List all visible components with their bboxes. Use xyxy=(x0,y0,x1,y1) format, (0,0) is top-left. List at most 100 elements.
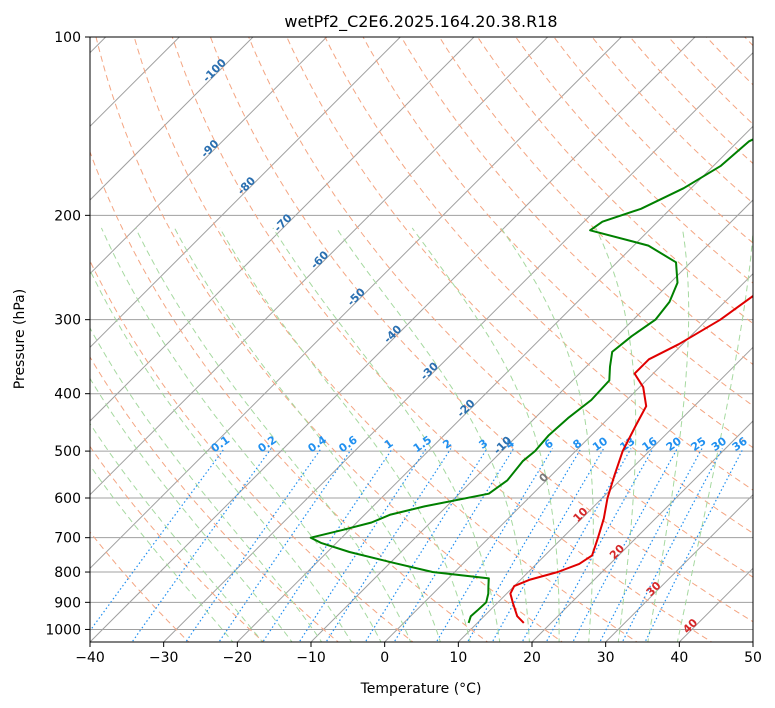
isotherm-line xyxy=(457,346,753,642)
moist-adiabat xyxy=(174,227,441,642)
isotherm-label: -50 xyxy=(345,285,368,308)
chart-title: wetPf2_C2E6.2025.164.20.38.R18 xyxy=(284,12,557,32)
isotherm-label: -100 xyxy=(200,56,229,85)
isotherm-line xyxy=(90,37,254,201)
x-tick-label: 30 xyxy=(597,650,615,666)
x-tick-label: 40 xyxy=(670,650,688,666)
mixing-ratio-line xyxy=(393,448,515,642)
profile-lines xyxy=(309,138,753,624)
isotherm-label: -80 xyxy=(235,174,258,197)
mixing-ratio-line xyxy=(218,448,353,642)
x-tick-label: −40 xyxy=(75,650,105,666)
mixing-ratio-line xyxy=(621,448,723,642)
moist-adiabat xyxy=(90,269,352,642)
moist-adiabat xyxy=(90,422,264,642)
dry-adiabat xyxy=(90,259,414,642)
mixing-ratio-label: 2 xyxy=(440,437,454,452)
mixing-ratio-line xyxy=(325,448,452,642)
mixing-ratio-line xyxy=(466,448,582,642)
moist-adiabat xyxy=(676,227,753,642)
dry-adiabat xyxy=(770,24,775,645)
mixing-ratio-line xyxy=(644,448,744,642)
y-tick-label: 800 xyxy=(54,565,81,581)
isotherm-label: -90 xyxy=(198,137,221,160)
isotherm-line xyxy=(605,493,753,642)
isotherm-label: -40 xyxy=(381,322,404,345)
mixing-ratio-label: 0.2 xyxy=(256,433,279,455)
isotherm-line xyxy=(163,51,753,642)
dry-adiabat xyxy=(90,445,265,642)
isotherm-line xyxy=(90,37,622,570)
y-tick-label: 600 xyxy=(54,491,81,507)
plot-frame xyxy=(89,36,754,643)
mixing-ratio-label: 0.6 xyxy=(336,433,360,455)
mixing-ratio-line xyxy=(521,448,632,642)
moist-adiabat xyxy=(90,464,234,642)
mixing-ratio-line xyxy=(131,448,272,642)
mixing-ratio-line xyxy=(435,448,554,642)
isotherm-line xyxy=(90,37,549,496)
x-tick-label: −10 xyxy=(296,650,326,666)
axes: −40 −30 −20 −10 0 10 20 30 40 5010020030040050060… xyxy=(45,30,762,666)
y-tick-label: 200 xyxy=(54,208,81,224)
dry-adiabat xyxy=(95,37,564,642)
mixing-ratio-label: 0.1 xyxy=(209,433,232,455)
mixing-ratio-label: 6 xyxy=(542,437,556,452)
moist-adiabat xyxy=(219,227,471,642)
dry-adiabat xyxy=(438,37,753,366)
moist-adiabat xyxy=(595,227,637,642)
mixing-ratio-line xyxy=(572,448,678,642)
reference-lines xyxy=(90,24,775,645)
isotherm-line xyxy=(531,420,753,642)
dry-adiabat xyxy=(133,37,638,642)
dry-adiabat xyxy=(744,37,753,47)
dry-adiabat xyxy=(286,37,753,534)
grid-lines xyxy=(90,37,753,642)
isotherm-label: -20 xyxy=(454,396,477,419)
isotherm-label: 30 xyxy=(644,579,664,599)
mixing-ratio-label: 1.5 xyxy=(411,433,434,455)
isotherm-line xyxy=(310,199,753,642)
dry-adiabat xyxy=(400,37,753,407)
isotherm-line xyxy=(90,37,696,642)
isotherm-line xyxy=(236,125,753,642)
moist-adiabat xyxy=(90,327,323,642)
dry-adiabat xyxy=(705,37,753,86)
moist-adiabat xyxy=(500,227,594,642)
x-tick-label: −20 xyxy=(223,650,253,666)
isotherm-line xyxy=(90,37,401,349)
mixing-ratio-label: 0.4 xyxy=(306,433,330,455)
x-tick-label: 50 xyxy=(744,650,762,666)
y-tick-label: 300 xyxy=(54,313,81,329)
isotherm-line xyxy=(90,37,475,422)
moist-adiabat xyxy=(135,227,412,642)
dry-adiabat xyxy=(667,37,753,125)
y-axis-label: Pressure (hPa) xyxy=(12,289,28,389)
mixing-ratio-label: 3 xyxy=(477,437,491,452)
y-tick-label: 1000 xyxy=(45,622,81,638)
x-tick-label: 0 xyxy=(380,650,389,666)
moist-adiabat xyxy=(100,227,382,642)
isotherm-label: -70 xyxy=(271,211,294,234)
temperature-line xyxy=(509,294,753,624)
moist-adiabat xyxy=(647,227,690,642)
moist-adiabat xyxy=(335,227,530,642)
mixing-ratio-line xyxy=(364,448,488,642)
y-tick-label: 500 xyxy=(54,444,81,460)
moist-adiabat xyxy=(411,227,560,642)
mixing-ratio-line xyxy=(185,448,322,642)
x-axis-label: Temperature (°C) xyxy=(360,681,482,697)
dewpoint-line xyxy=(309,138,753,624)
isotherm-line xyxy=(752,641,753,642)
isotherm-line xyxy=(90,37,328,275)
isotherm-line xyxy=(678,567,753,642)
y-tick-label: 400 xyxy=(54,387,81,403)
dry-adiabat xyxy=(90,531,190,642)
dry-adiabat xyxy=(362,37,753,449)
y-tick-label: 100 xyxy=(54,30,81,46)
dry-adiabat xyxy=(515,37,753,284)
moist-adiabat xyxy=(90,377,293,642)
y-tick-label: 900 xyxy=(54,595,81,611)
mixing-ratio-line xyxy=(545,448,654,642)
